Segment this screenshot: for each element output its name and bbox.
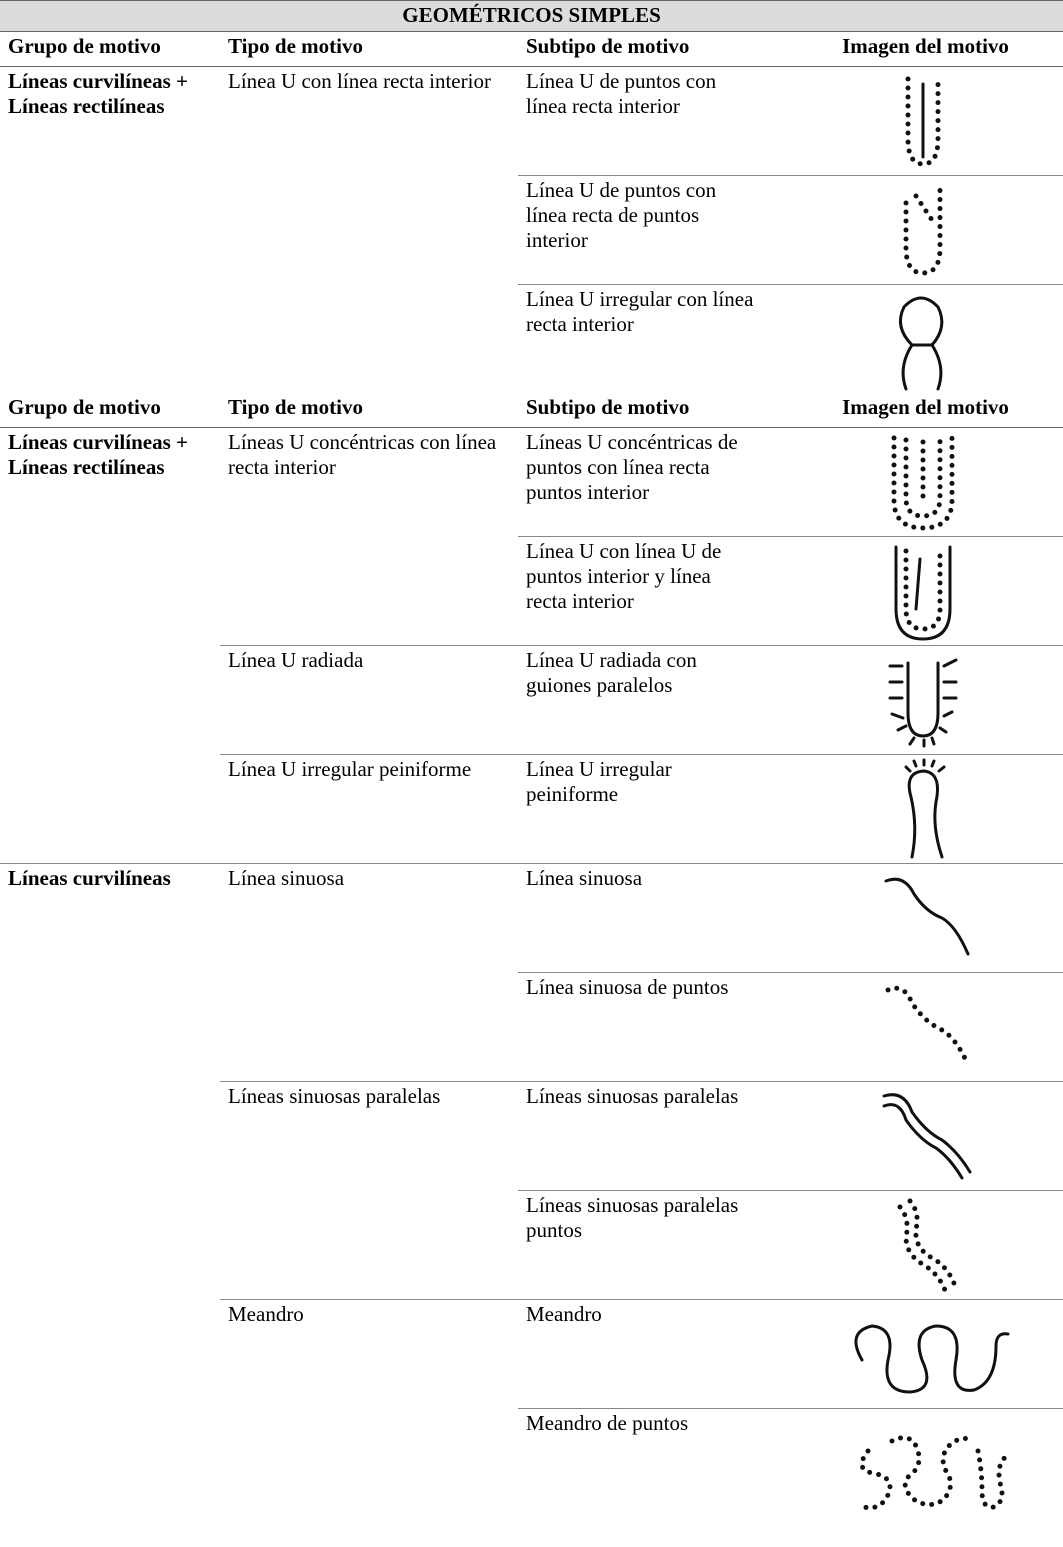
motif-row: Línea U irregular con línea recta interi… — [0, 284, 1063, 393]
column-header: Imagen del motivo — [788, 31, 1063, 67]
motif-image — [903, 185, 943, 276]
subtype-text: Líneas sinuosas paralelas puntos — [526, 1193, 739, 1242]
motif-image — [904, 758, 946, 859]
column-header: Subtipo de motivo — [518, 393, 788, 428]
motif-image — [891, 435, 955, 531]
motif-image — [885, 985, 971, 1068]
column-header: Tipo de motivo — [220, 393, 518, 428]
column-header: Imagen del motivo — [788, 393, 1063, 428]
subtype-cell: Línea U radiada con guiones paralelos — [518, 645, 788, 755]
subtype-cell: Líneas sinuosas paralelas puntos — [518, 1190, 788, 1300]
subtype-text: Línea U irregular peiniforme — [526, 757, 672, 806]
motif-row: Líneas curvilíneas + Líneas rectilíneas L… — [0, 67, 1063, 176]
subtype-text: Línea U con línea U de puntos interior y… — [526, 539, 722, 613]
group-cell: Líneas curvilíneas — [0, 863, 220, 1517]
subtype-cell: Línea sinuosa de puntos — [518, 972, 788, 1082]
image-cell — [788, 754, 1063, 864]
motif-image — [853, 1324, 1010, 1394]
image-cell — [788, 67, 1063, 176]
header-row: Grupo de motivo Tipo de motivo Subtipo de … — [0, 393, 1063, 428]
subtype-text: Meandro de puntos — [526, 1411, 689, 1435]
subtype-text: Línea U irregular con línea recta interi… — [526, 287, 754, 336]
motif-image — [888, 658, 958, 748]
motif-image — [894, 545, 952, 641]
subtype-cell: Líneas U concéntricas de puntos con líne… — [518, 428, 788, 537]
motif-image — [905, 76, 941, 167]
image-cell — [788, 284, 1063, 393]
table-title: GEOMÉTRICOS SIMPLES — [0, 0, 1063, 32]
column-header: Grupo de motivo — [0, 31, 220, 67]
image-cell — [788, 536, 1063, 646]
subtype-cell: Línea U de puntos con línea recta interi… — [518, 67, 788, 176]
motif-image — [859, 1435, 1011, 1511]
motif-image — [884, 877, 970, 956]
motif-image — [898, 296, 943, 391]
motif-row: Línea sinuosa de puntos — [0, 972, 1063, 1082]
column-header: Subtipo de motivo — [518, 31, 788, 67]
subtype-cell: Línea U de puntos con línea recta de pun… — [518, 175, 788, 285]
group-cell: Líneas curvilíneas + Líneas rectilíneas — [8, 430, 188, 479]
image-cell — [788, 972, 1063, 1082]
title-row: GEOMÉTRICOS SIMPLES — [0, 0, 1063, 32]
motif-row: Líneas sinuosas paralelas puntos — [0, 1190, 1063, 1300]
subtype-text: Línea sinuosa de puntos — [526, 975, 729, 999]
subtype-cell: Meandro — [518, 1299, 788, 1409]
subtype-cell: Línea U irregular peiniforme — [518, 754, 788, 864]
type-cell: Líneas U concéntricas con línea recta in… — [228, 430, 497, 479]
motif-row: Línea U con línea U de puntos interior y… — [0, 536, 1063, 646]
subtype-text: Líneas U concéntricas de puntos con líne… — [526, 430, 738, 504]
subtype-text: Meandro — [526, 1302, 602, 1326]
group-cell: Líneas curvilíneas + Líneas rectilíneas — [8, 69, 188, 118]
subtype-text: Líneas sinuosas paralelas — [526, 1084, 739, 1108]
type-cell: Línea U irregular peiniforme — [220, 754, 518, 864]
subtype-text: Línea U de puntos con línea recta de pun… — [526, 178, 717, 252]
subtype-text: Línea U de puntos con línea recta interi… — [526, 69, 717, 118]
motif-row: Meandro Meandro — [0, 1299, 1063, 1517]
column-header: Tipo de motivo — [220, 31, 518, 67]
type-cell: Líneas sinuosas paralelas — [220, 1081, 518, 1300]
image-cell — [788, 1408, 1063, 1517]
header-row: Grupo de motivo Tipo de motivo Subtipo de … — [0, 31, 1063, 67]
type-cell: Línea sinuosa — [220, 863, 518, 1082]
subtype-cell: Línea sinuosa — [518, 863, 788, 973]
motif-row: Línea U de puntos con línea recta de pun… — [0, 175, 1063, 285]
type-cell: Línea U radiada — [220, 645, 518, 755]
image-cell — [788, 175, 1063, 285]
column-header: Grupo de motivo — [0, 393, 220, 428]
motif-image — [897, 1198, 959, 1296]
subtype-cell: Línea U irregular con línea recta interi… — [518, 284, 788, 393]
image-cell — [788, 863, 1063, 973]
motif-row: Líneas curvilíneas + Líneas rectilíneas L… — [0, 428, 1063, 537]
type-cell: Línea U con línea recta interior — [228, 69, 491, 93]
subtype-cell: Línea U con línea U de puntos interior y… — [518, 536, 788, 646]
motif-row: Línea U irregular peiniforme Línea U irre… — [0, 754, 1063, 864]
subtype-text: Línea U radiada con guiones paralelos — [526, 648, 697, 697]
image-cell — [788, 1081, 1063, 1191]
motif-row: Línea U radiada Línea U radiada con guion… — [0, 645, 1063, 755]
motif-row: Líneas curvilíneas Línea sinuosa Línea sin… — [0, 863, 1063, 1517]
image-cell — [788, 1299, 1063, 1409]
subtype-cell: Líneas sinuosas paralelas — [518, 1081, 788, 1191]
motif-image — [882, 1093, 972, 1180]
type-cell: Meandro — [220, 1299, 518, 1517]
subtype-cell: Meandro de puntos — [518, 1408, 788, 1517]
image-cell — [788, 645, 1063, 755]
motif-row: Líneas sinuosas paralelas Líneas sinuosas… — [0, 1081, 1063, 1300]
subtype-text: Línea sinuosa — [526, 866, 643, 890]
image-cell — [788, 428, 1063, 537]
motif-row: Meandro de puntos — [0, 1408, 1063, 1517]
image-cell — [788, 1190, 1063, 1300]
